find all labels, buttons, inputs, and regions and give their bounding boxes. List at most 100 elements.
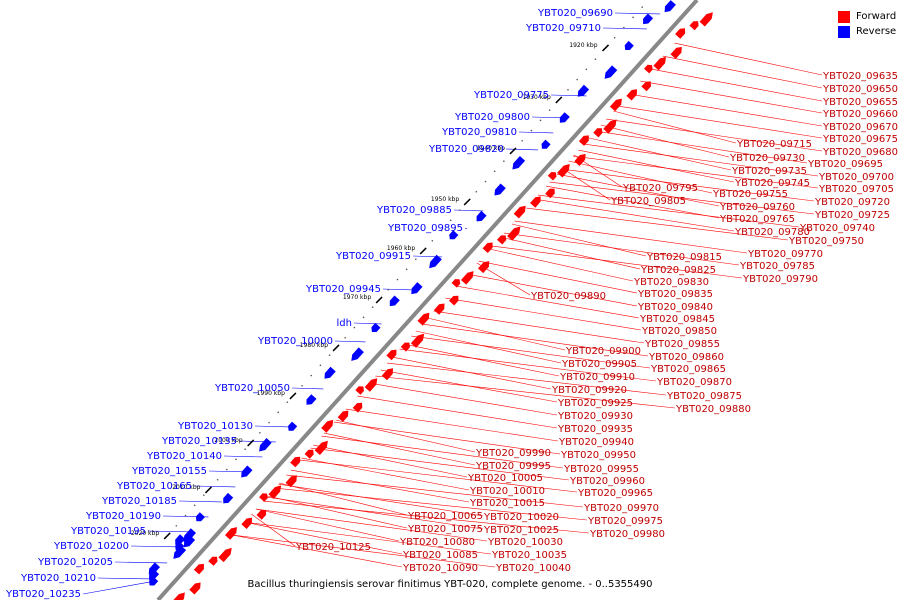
kbp-minor-tick bbox=[567, 88, 569, 91]
kbp-minor-tick bbox=[319, 364, 322, 367]
forward-gene-label: YBT020_09650 bbox=[822, 84, 898, 95]
forward-leader-line bbox=[445, 297, 642, 331]
forward-gene-label: YBT020_09970 bbox=[583, 503, 659, 514]
kbp-tick-mark bbox=[555, 96, 563, 104]
kbp-tick-label: 1970 kbp bbox=[343, 294, 371, 301]
kbp-minor-tick bbox=[193, 504, 196, 507]
forward-gene-arrow bbox=[699, 12, 713, 27]
forward-gene-arrow bbox=[670, 46, 682, 59]
forward-leader-line bbox=[606, 118, 823, 152]
forward-leader-line bbox=[534, 198, 735, 232]
reverse-gene-arrow bbox=[259, 438, 272, 452]
forward-gene-arrow bbox=[417, 312, 430, 326]
reverse-gene-arrow bbox=[324, 366, 336, 379]
forward-gene-arrow bbox=[386, 349, 397, 361]
reverse-gene-arrow bbox=[183, 535, 196, 548]
kbp-tick-label: 1930 kbp bbox=[523, 94, 551, 101]
kbp-minor-tick bbox=[585, 68, 588, 71]
forward-leader-line bbox=[399, 348, 657, 382]
forward-gene-label: YBT020_10075 bbox=[407, 524, 483, 535]
reverse-swatch bbox=[838, 25, 850, 38]
forward-gene-arrow bbox=[547, 172, 557, 181]
reverse-gene-arrow bbox=[604, 65, 618, 79]
reverse-leader-line bbox=[614, 12, 661, 15]
forward-gene-label: YBT020_09845 bbox=[639, 314, 715, 325]
reverse-gene-label: YBT020_10050 bbox=[214, 383, 290, 394]
reverse-gene-label: YBT020_10140 bbox=[146, 451, 222, 462]
reverse-gene-label: YBT020_09800 bbox=[454, 112, 530, 123]
forward-gene-arrow bbox=[314, 440, 328, 455]
forward-gene-label: YBT020_09725 bbox=[814, 210, 890, 221]
legend-reverse-label: Reverse bbox=[856, 26, 897, 37]
forward-gene-label: YBT020_09925 bbox=[557, 398, 633, 409]
kbp-minor-tick bbox=[576, 78, 578, 81]
reverse-gene-arrow bbox=[429, 254, 442, 269]
kbp-minor-tick bbox=[203, 494, 205, 496]
forward-gene-label: YBT020_09890 bbox=[530, 291, 606, 302]
reverse-gene-label: YBT020_09895 bbox=[387, 223, 463, 234]
forward-gene-arrow bbox=[173, 592, 185, 600]
forward-gene-label: YBT020_09865 bbox=[650, 364, 726, 375]
forward-gene-label: YBT020_09835 bbox=[637, 289, 713, 300]
forward-leader-line bbox=[503, 232, 740, 266]
forward-gene-arrow bbox=[241, 517, 252, 529]
forward-gene-arrow bbox=[603, 119, 617, 134]
reverse-gene-label: YBT020_10135 bbox=[161, 436, 237, 447]
kbp-minor-tick bbox=[415, 258, 417, 260]
forward-gene-label: YBT020_09695 bbox=[807, 159, 883, 170]
forward-leader-line bbox=[526, 207, 789, 241]
reverse-gene-arrow bbox=[183, 528, 196, 542]
forward-gene-arrow bbox=[225, 527, 237, 540]
forward-gene-label: YBT020_09975 bbox=[587, 516, 663, 527]
forward-leader-line bbox=[537, 194, 800, 228]
kbp-minor-tick bbox=[449, 219, 452, 222]
forward-gene-label: YBT020_10035 bbox=[491, 550, 567, 561]
forward-leader-line bbox=[263, 500, 590, 534]
forward-gene-arrow bbox=[461, 271, 474, 285]
gene-features bbox=[148, 0, 713, 600]
reverse-gene-arrow bbox=[541, 139, 551, 149]
reverse-gene-label: YBT020_09820 bbox=[428, 144, 504, 155]
forward-gene-arrow bbox=[337, 410, 349, 422]
kbp-tick-label: 1950 kbp bbox=[431, 196, 459, 203]
gene-labels: YBT020_09690 YBT020_09710 YBT020_09775 YBT0… bbox=[5, 8, 898, 600]
forward-leader-line bbox=[232, 534, 496, 568]
forward-gene-arrow bbox=[256, 509, 267, 520]
reverse-gene-label: YBT020_09710 bbox=[525, 23, 601, 34]
forward-gene-label: YBT020_09660 bbox=[822, 109, 898, 120]
kbp-minor-tick bbox=[244, 448, 246, 450]
kbp-minor-tick bbox=[405, 268, 408, 271]
forward-gene-arrow bbox=[593, 128, 603, 138]
reverse-gene-arrow bbox=[624, 40, 634, 50]
kbp-tick-label: 1940 kbp bbox=[477, 145, 505, 152]
forward-gene-arrow bbox=[259, 493, 268, 502]
forward-gene-label: YBT020_09780 bbox=[734, 227, 810, 238]
strand-legend: Forward Reverse bbox=[838, 9, 896, 39]
kbp-tick-label: 1920 kbp bbox=[569, 42, 597, 49]
kbp-tick-mark bbox=[463, 198, 471, 206]
kbp-tick-label: 2020 kbp bbox=[131, 530, 159, 537]
kbp-minor-tick bbox=[362, 316, 365, 319]
reverse-leader-line bbox=[602, 27, 647, 30]
reverse-leader-line bbox=[505, 148, 539, 151]
reverse-gene-label: YBT020_10155 bbox=[131, 466, 207, 477]
forward-gene-label: YBT020_09740 bbox=[799, 223, 875, 234]
reverse-gene-label: YBT020_09945 bbox=[305, 284, 381, 295]
forward-gene-label: YBT020_09840 bbox=[637, 302, 713, 313]
forward-leader-line bbox=[511, 223, 647, 257]
reverse-leader-line bbox=[453, 209, 484, 212]
forward-gene-label: YBT020_09700 bbox=[818, 172, 894, 183]
forward-leader-line bbox=[427, 317, 566, 351]
forward-gene-arrow bbox=[400, 342, 410, 352]
reverse-gene-arrow bbox=[643, 13, 654, 25]
kbp-minor-tick bbox=[539, 119, 542, 122]
forward-leader-line bbox=[299, 459, 578, 493]
forward-gene-arrow bbox=[451, 279, 461, 288]
kbp-minor-tick bbox=[216, 478, 219, 481]
forward-gene-arrow bbox=[449, 295, 459, 306]
forward-gene-label: YBT020_09670 bbox=[822, 122, 898, 133]
forward-leader-line bbox=[640, 80, 823, 114]
kbp-tick-mark bbox=[332, 344, 340, 352]
forward-gene-label: YBT020_10030 bbox=[487, 537, 563, 548]
label-leader-lines bbox=[82, 12, 823, 595]
